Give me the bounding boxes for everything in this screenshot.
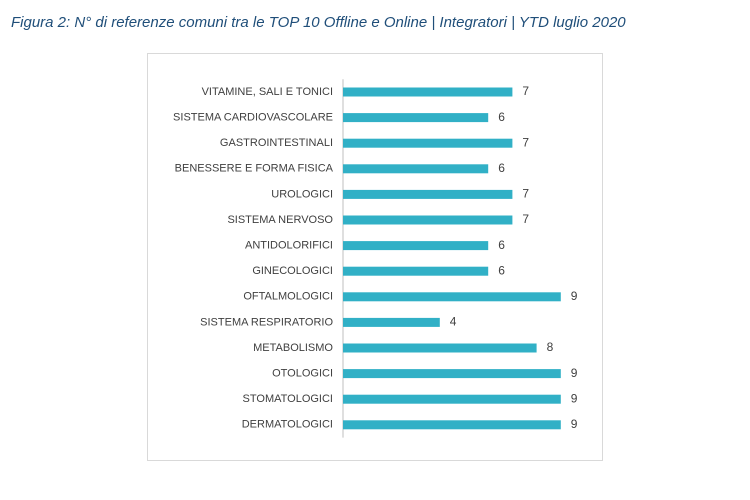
category-label: UROLOGICI (271, 188, 333, 200)
bar (343, 138, 513, 148)
category-label: ANTIDOLORIFICI (245, 240, 333, 252)
bar (343, 369, 561, 379)
category-label: BENESSERE E FORMA FISICA (175, 163, 334, 175)
category-label: OTOLOGICI (272, 368, 333, 380)
data-label: 7 (522, 187, 529, 201)
category-label: METABOLISMO (253, 342, 333, 354)
data-label: 6 (498, 238, 505, 252)
category-label: SISTEMA NERVOSO (227, 214, 333, 226)
bar (343, 292, 561, 302)
bar (343, 241, 489, 251)
bar (343, 189, 513, 199)
chart-frame (147, 53, 603, 461)
category-label: STOMATOLOGICI (243, 393, 333, 405)
category-label: OFTALMOLOGICI (243, 291, 333, 303)
bar (343, 317, 440, 327)
data-label: 4 (450, 315, 457, 329)
data-label: 7 (522, 135, 529, 149)
figure-caption: Figura 2: N° di referenze comuni tra le … (11, 14, 626, 31)
data-label: 9 (571, 289, 578, 303)
category-label: SISTEMA RESPIRATORIO (200, 316, 333, 328)
bar (343, 266, 489, 276)
category-label: GINECOLOGICI (252, 265, 333, 277)
bar (343, 394, 561, 404)
data-label: 9 (571, 391, 578, 405)
data-label: 9 (571, 417, 578, 431)
bar (343, 87, 513, 97)
bars-group: VITAMINE, SALI E TONICI 7 SISTEMA CARDIOVA… (173, 84, 578, 431)
data-label: 6 (498, 110, 505, 124)
data-label: 6 (498, 161, 505, 175)
bar (343, 215, 513, 225)
category-label: DERMATOLOGICI (242, 419, 333, 431)
data-label: 6 (498, 263, 505, 277)
bar (343, 164, 489, 174)
category-label: VITAMINE, SALI E TONICI (202, 86, 333, 98)
bar (343, 113, 489, 123)
bar (343, 343, 537, 353)
bar (343, 420, 561, 430)
category-label: SISTEMA CARDIOVASCOLARE (173, 112, 333, 124)
data-label: 8 (547, 340, 554, 354)
data-label: 7 (522, 84, 529, 98)
category-label: GASTROINTESTINALI (220, 137, 333, 149)
data-label: 9 (571, 366, 578, 380)
data-label: 7 (522, 212, 529, 226)
